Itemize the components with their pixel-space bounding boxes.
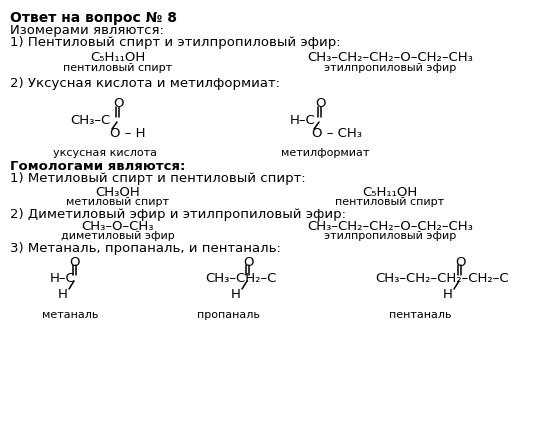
- Text: O: O: [70, 256, 80, 269]
- Text: метаналь: метаналь: [42, 310, 98, 320]
- Text: этилпропиловый эфир: этилпропиловый эфир: [324, 63, 456, 73]
- Text: 1) Метиловый спирт и пентиловый спирт:: 1) Метиловый спирт и пентиловый спирт:: [10, 172, 306, 185]
- Text: O – H: O – H: [110, 126, 146, 139]
- Text: O: O: [315, 96, 325, 109]
- Text: пентиловый спирт: пентиловый спирт: [63, 63, 173, 73]
- Text: CH₃–O–CH₃: CH₃–O–CH₃: [82, 220, 154, 233]
- Text: 2) Диметиловый эфир и этилпропиловый эфир:: 2) Диметиловый эфир и этилпропиловый эфи…: [10, 208, 346, 221]
- Text: H: H: [58, 288, 68, 301]
- Text: уксусная кислота: уксусная кислота: [53, 148, 157, 158]
- Text: O: O: [113, 96, 123, 109]
- Text: пентаналь: пентаналь: [389, 310, 451, 320]
- Text: C₅H₁₁OH: C₅H₁₁OH: [362, 186, 417, 199]
- Text: H: H: [443, 288, 453, 301]
- Text: 2) Уксусная кислота и метилформиат:: 2) Уксусная кислота и метилформиат:: [10, 77, 280, 90]
- Text: O: O: [243, 256, 253, 269]
- Text: CH₃–CH₂–C: CH₃–CH₂–C: [205, 272, 276, 285]
- Text: CH₃–CH₂–CH₂–O–CH₂–CH₃: CH₃–CH₂–CH₂–O–CH₂–CH₃: [307, 220, 473, 233]
- Text: H–C: H–C: [50, 272, 76, 285]
- Text: H: H: [231, 288, 241, 301]
- Text: Гомологами являются:: Гомологами являются:: [10, 160, 185, 173]
- Text: Изомерами являются:: Изомерами являются:: [10, 24, 164, 37]
- Text: O: O: [455, 256, 465, 269]
- Text: пентиловый спирт: пентиловый спирт: [336, 197, 444, 207]
- Text: CH₃OH: CH₃OH: [96, 186, 140, 199]
- Text: 1) Пентиловый спирт и этилпропиловый эфир:: 1) Пентиловый спирт и этилпропиловый эфи…: [10, 36, 340, 49]
- Text: пропаналь: пропаналь: [196, 310, 260, 320]
- Text: C₅H₁₁OH: C₅H₁₁OH: [90, 51, 146, 64]
- Text: диметиловый эфир: диметиловый эфир: [61, 231, 175, 241]
- Text: H–C: H–C: [290, 114, 316, 126]
- Text: 3) Метаналь, пропаналь, и пентаналь:: 3) Метаналь, пропаналь, и пентаналь:: [10, 242, 281, 255]
- Text: O – CH₃: O – CH₃: [312, 126, 362, 139]
- Text: метилформиат: метилформиат: [281, 148, 369, 158]
- Text: Ответ на вопрос № 8: Ответ на вопрос № 8: [10, 11, 177, 25]
- Text: этилпропиловый эфир: этилпропиловый эфир: [324, 231, 456, 241]
- Text: метиловый спирт: метиловый спирт: [67, 197, 169, 207]
- Text: CH₃–CH₂–CH₂–CH₂–C: CH₃–CH₂–CH₂–CH₂–C: [375, 272, 509, 285]
- Text: CH₃–CH₂–CH₂–O–CH₂–CH₃: CH₃–CH₂–CH₂–O–CH₂–CH₃: [307, 51, 473, 64]
- Text: CH₃–C: CH₃–C: [70, 114, 110, 126]
